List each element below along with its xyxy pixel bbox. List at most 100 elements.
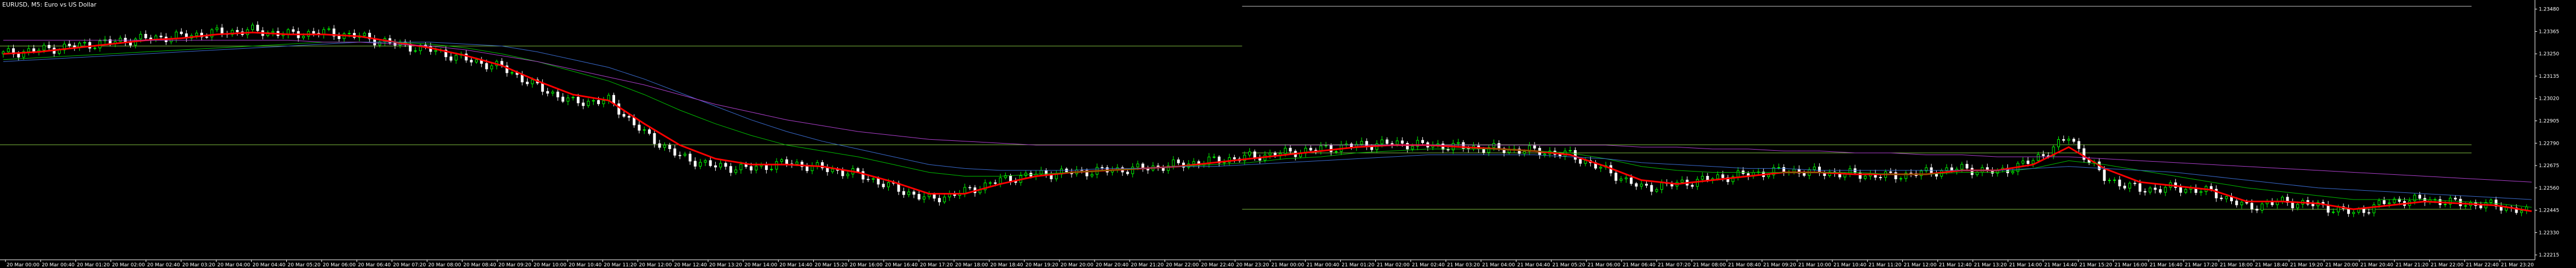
candle-body bbox=[2311, 204, 2314, 207]
candle-body bbox=[2042, 154, 2045, 156]
candle-body bbox=[673, 148, 676, 156]
candle-body bbox=[800, 162, 803, 167]
candle-body bbox=[576, 96, 580, 104]
price-tick-label: 1.23480 bbox=[2539, 7, 2559, 13]
candle-body bbox=[806, 166, 809, 172]
time-tick-label: 21 Mar 13:20 bbox=[1974, 263, 2007, 268]
candle-body bbox=[1462, 142, 1465, 149]
candle-body bbox=[175, 31, 178, 39]
candle-body bbox=[1400, 140, 1404, 144]
time-tick-label: 21 Mar 01:20 bbox=[1341, 263, 1374, 268]
time-tick-label: 20 Mar 16:40 bbox=[885, 263, 918, 268]
time-tick-label: 21 Mar 22:40 bbox=[2466, 263, 2499, 268]
candle-body bbox=[2118, 179, 2121, 186]
candle-body bbox=[2103, 169, 2106, 181]
candle-body bbox=[1243, 155, 1246, 161]
price-axis[interactable]: 1.23480 1.23365 1.23250 1.23135 1.23020 1.229… bbox=[2534, 0, 2559, 260]
moving-averages-layer bbox=[3, 31, 2532, 212]
candle-body bbox=[861, 171, 865, 180]
candle-body bbox=[2128, 183, 2132, 189]
time-tick-label: 21 Mar 15:20 bbox=[2079, 263, 2112, 268]
candle-body bbox=[2164, 187, 2167, 193]
candle-body bbox=[505, 65, 508, 73]
candle-body bbox=[419, 44, 422, 52]
candle-body bbox=[1101, 167, 1104, 168]
candle-body bbox=[658, 143, 661, 148]
candle-body bbox=[485, 63, 488, 70]
candle-body bbox=[2062, 139, 2065, 141]
candle-body bbox=[2108, 180, 2111, 181]
candle-body bbox=[1701, 175, 1704, 180]
candle-body bbox=[821, 162, 824, 168]
time-tick-label: 21 Mar 00:40 bbox=[1306, 263, 1339, 268]
candle-body bbox=[846, 174, 849, 176]
candle-body bbox=[2220, 197, 2223, 199]
time-tick-label: 20 Mar 08:40 bbox=[464, 263, 496, 268]
candle-body bbox=[597, 100, 600, 104]
candle-body bbox=[2036, 154, 2040, 161]
candle-body bbox=[2144, 191, 2147, 193]
candle-body bbox=[841, 170, 844, 176]
candle-body bbox=[699, 162, 702, 167]
candle-body bbox=[1385, 139, 1388, 144]
candle-body bbox=[2388, 202, 2391, 204]
candle-body bbox=[1904, 173, 1908, 179]
time-tick-label: 21 Mar 18:00 bbox=[2220, 263, 2253, 268]
indicator-line-3 bbox=[3, 39, 2532, 183]
price-tick-label: 1.22905 bbox=[2539, 119, 2559, 124]
candle-body bbox=[144, 33, 147, 38]
time-tick-label: 20 Mar 03:20 bbox=[182, 263, 215, 268]
candle-body bbox=[470, 60, 473, 62]
candle-body bbox=[525, 82, 529, 84]
time-tick-label: 21 Mar 09:20 bbox=[1763, 263, 1796, 268]
candle-body bbox=[1329, 145, 1333, 152]
candle-body bbox=[1894, 172, 1897, 179]
candle-body bbox=[734, 169, 738, 173]
time-tick-label: 21 Mar 05:20 bbox=[1553, 263, 1585, 268]
candle-body bbox=[724, 163, 727, 167]
time-tick-label: 21 Mar 12:40 bbox=[1939, 263, 1972, 268]
candle-body bbox=[1568, 150, 1572, 152]
candle-body bbox=[520, 74, 524, 83]
candle-body bbox=[1650, 185, 1653, 192]
candle-body bbox=[1492, 143, 1496, 148]
candle-body bbox=[2479, 205, 2482, 208]
candle-body bbox=[93, 48, 96, 49]
candle-body bbox=[1436, 144, 1439, 145]
time-axis[interactable]: 20 Mar 00:00 20 Mar 00:40 20 Mar 01:20 20 M… bbox=[0, 259, 2535, 268]
candle-body bbox=[230, 30, 234, 35]
candle-body bbox=[210, 29, 213, 37]
candles-layer bbox=[2, 21, 2528, 218]
candle-body bbox=[1803, 173, 1806, 176]
candle-body bbox=[221, 27, 224, 35]
candle-body bbox=[119, 38, 122, 42]
candle-body bbox=[1009, 175, 1012, 182]
candle-body bbox=[338, 36, 341, 39]
candle-body bbox=[414, 50, 417, 52]
price-tick-label: 1.23135 bbox=[2539, 74, 2559, 79]
time-tick-label: 20 Mar 00:00 bbox=[7, 263, 39, 268]
time-tick-label: 21 Mar 18:40 bbox=[2255, 263, 2288, 268]
candle-body bbox=[2372, 204, 2376, 213]
time-tick-label: 20 Mar 19:20 bbox=[1026, 263, 1058, 268]
candle-body bbox=[251, 25, 254, 30]
candle-body bbox=[1223, 162, 1226, 163]
candle-body bbox=[1324, 145, 1328, 146]
candle-body bbox=[1334, 151, 1338, 152]
candle-body bbox=[866, 179, 870, 180]
price-tick-label: 1.23020 bbox=[2539, 96, 2559, 102]
time-tick-label: 21 Mar 12:00 bbox=[1904, 263, 1937, 268]
candle-body bbox=[739, 164, 743, 170]
candle-body bbox=[1925, 167, 1928, 172]
time-tick-label: 20 Mar 20:40 bbox=[1096, 263, 1128, 268]
candle-body bbox=[2393, 198, 2396, 203]
price-tick-label: 1.22445 bbox=[2539, 208, 2559, 214]
candle-body bbox=[2413, 195, 2416, 201]
time-tick-label: 20 Mar 04:00 bbox=[217, 263, 250, 268]
candle-body bbox=[1360, 141, 1363, 145]
candle-body bbox=[587, 101, 590, 106]
candle-body bbox=[1172, 159, 1175, 167]
candle-body bbox=[1126, 172, 1129, 174]
